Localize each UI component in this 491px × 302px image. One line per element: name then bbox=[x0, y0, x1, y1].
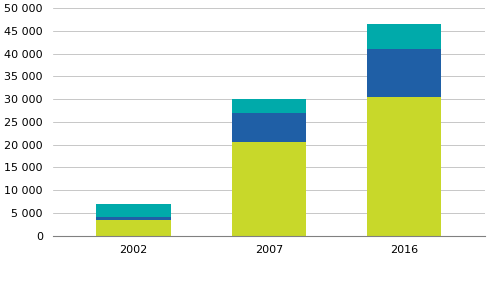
Bar bbox=[232, 142, 306, 236]
Bar bbox=[232, 113, 306, 142]
Bar bbox=[232, 99, 306, 113]
Bar bbox=[367, 97, 441, 236]
Bar bbox=[96, 220, 171, 236]
Bar bbox=[367, 24, 441, 49]
Legend: Asuntovelat, Opinto- ja muut velatvelat, Elinkeinotoiminnan ja tulolähteen velat: Asuntovelat, Opinto- ja muut velatvelat,… bbox=[23, 301, 431, 302]
Bar bbox=[96, 204, 171, 217]
Bar bbox=[96, 217, 171, 220]
Bar bbox=[367, 49, 441, 97]
